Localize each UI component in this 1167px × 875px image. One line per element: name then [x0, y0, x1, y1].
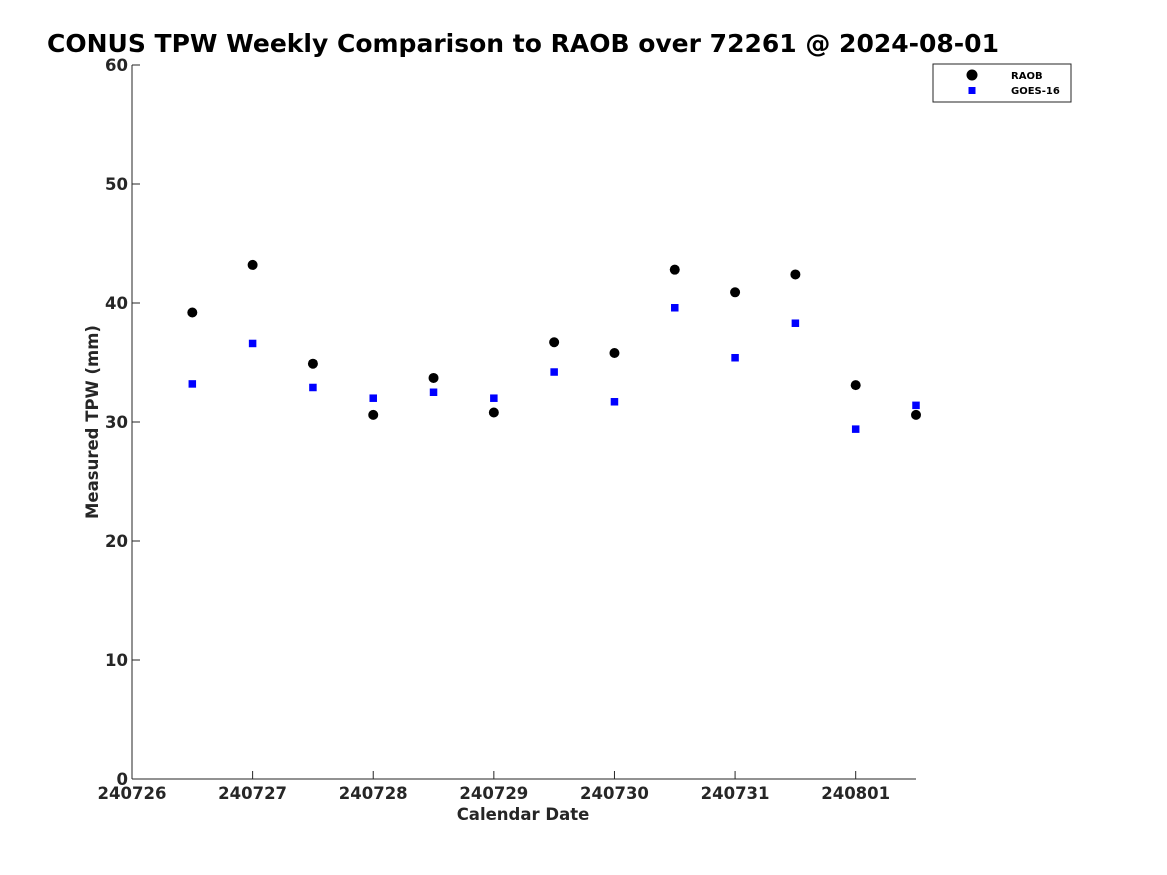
legend-box [932, 63, 1072, 103]
x-tick-label: 240730 [580, 784, 649, 803]
x-axis: 240726 240727 240728 240729 240730 240731 2408… [98, 771, 890, 803]
data-point-raob [368, 409, 379, 420]
data-point-raob [549, 337, 560, 348]
data-points [187, 259, 921, 433]
y-tick-label: 40 [105, 294, 128, 313]
data-point-raob [911, 409, 921, 420]
x-axis-label: Calendar Date [457, 805, 590, 824]
legend-marker-raob [966, 69, 978, 81]
data-point-raob [790, 269, 801, 280]
data-point-goes-16 [851, 425, 860, 433]
data-point-raob [669, 264, 680, 275]
y-tick-label: 30 [105, 413, 128, 432]
data-point-raob [488, 407, 499, 418]
data-point-goes-16 [671, 304, 679, 312]
data-point-raob [850, 380, 861, 391]
y-tick-label: 20 [105, 532, 128, 551]
data-point-goes-16 [731, 353, 739, 362]
y-tick-label: 50 [105, 175, 128, 194]
data-point-goes-16 [429, 388, 438, 396]
data-point-goes-16 [490, 394, 498, 402]
legend-marker-goes16 [968, 87, 976, 94]
x-tick-label: 240727 [218, 784, 287, 803]
y-tick-label: 10 [105, 651, 128, 670]
legend: RAOB GOES-16 [932, 63, 1072, 103]
y-tick-label: 0 [117, 770, 128, 789]
legend-label-raob: RAOB [1011, 71, 1043, 82]
data-point-goes-16 [309, 383, 317, 392]
y-tick-label: 60 [105, 56, 128, 75]
data-point-goes-16 [248, 339, 257, 348]
data-point-goes-16 [912, 401, 920, 410]
x-tick-label: 240728 [339, 784, 408, 803]
y-axis-label: Measured TPW (mm) [83, 325, 102, 519]
data-point-raob [187, 307, 198, 318]
data-point-raob [428, 372, 439, 383]
data-point-goes-16 [188, 380, 197, 388]
x-tick-label: 240729 [459, 784, 528, 803]
data-point-raob [307, 358, 318, 369]
x-tick-label: 240731 [701, 784, 770, 803]
y-axis: 0 10 20 30 40 50 60 [105, 56, 140, 789]
legend-label-goes16: GOES-16 [1011, 86, 1060, 97]
data-point-raob [609, 347, 620, 358]
data-point-goes-16 [369, 394, 377, 402]
data-point-goes-16 [610, 398, 619, 406]
x-tick-label: 240726 [98, 784, 167, 803]
x-tick-label: 240801 [821, 784, 890, 803]
plot-area [131, 65, 916, 780]
data-point-goes-16 [550, 368, 558, 376]
data-point-raob [247, 259, 258, 270]
chart-title: CONUS TPW Weekly Comparison to RAOB over… [47, 29, 999, 58]
data-point-raob [730, 287, 741, 298]
data-point-goes-16 [791, 319, 800, 327]
